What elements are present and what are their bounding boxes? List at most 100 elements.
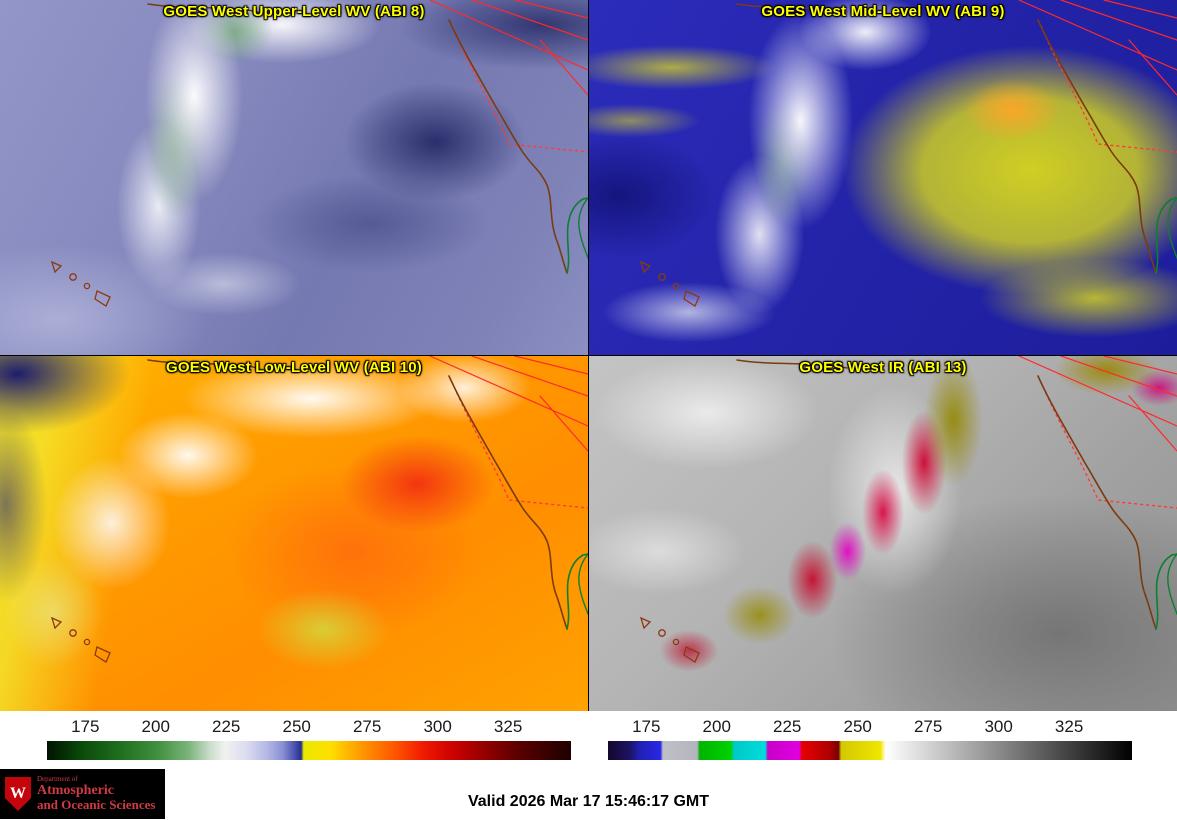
state-border-line	[471, 0, 588, 41]
state-border-line	[1128, 39, 1177, 96]
hawaii-island	[69, 629, 77, 637]
state-border-line	[539, 395, 588, 452]
colorbar-ir-wrap: 175 200 225 250 275 300 325	[608, 715, 1132, 760]
map-overlay-slot	[589, 356, 1177, 711]
panel-title-upper-wv: GOES West Upper-Level WV (ABI 8)	[163, 3, 425, 20]
map-overlay	[50, 0, 588, 307]
panel-upper-level-wv: GOES West Upper-Level WV (ABI 8)	[0, 0, 588, 355]
satellite-grid: GOES West Upper-Level WV (ABI 8) GOES We…	[0, 0, 1177, 711]
colorbar-tick-label: 325	[493, 717, 523, 736]
state-border-line	[514, 0, 588, 19]
state-border-line	[1103, 0, 1177, 19]
colorbar-tick-label: 275	[913, 717, 943, 736]
satellite-image-low-wv	[0, 356, 588, 711]
hawaii-island	[94, 290, 111, 307]
colorbar-wv-gradient	[47, 741, 571, 760]
crest-letter: W	[10, 785, 26, 802]
colorbar-tick-label: 325	[1054, 717, 1084, 736]
hawaii-island	[639, 616, 652, 630]
gulf-of-california-coast	[566, 197, 588, 274]
colorbar-wv: 175 200 225 250 275 300 325	[0, 715, 588, 760]
colorbar-row: 175 200 225 250 275 300 325 175 200 225 250 275 300…	[0, 711, 1177, 760]
colorbar-tick-label: 225	[212, 717, 241, 736]
panel-mid-level-wv: GOES West Mid-Level WV (ABI 9)	[589, 0, 1177, 355]
map-overlay	[639, 356, 1177, 663]
logo-dept-line: Department of	[37, 775, 78, 784]
mexico-mainland-coast	[1167, 553, 1177, 615]
panel-title-mid-wv: GOES West Mid-Level WV (ABI 9)	[761, 3, 1005, 20]
colorbar-tick-label: 300	[423, 717, 452, 736]
colorbar-tick-label: 250	[282, 717, 311, 736]
state-border-line	[1128, 395, 1177, 452]
hawaii-island	[672, 638, 680, 646]
state-border-line	[429, 356, 588, 427]
state-border-line	[1018, 356, 1177, 427]
hawaii-island	[658, 273, 666, 281]
footer-row: W Department of Atmospheric and Oceanic …	[0, 769, 1177, 819]
state-border-line	[429, 0, 588, 71]
valid-time-text: Valid 2026 Mar 17 15:46:17 GMT	[467, 793, 710, 810]
logo-name-line1: Atmospheric	[37, 782, 114, 798]
california-baja-coastline	[448, 19, 568, 274]
gulf-of-california-coast	[1155, 197, 1177, 274]
state-border-dotted	[1040, 381, 1177, 509]
state-border-dotted	[451, 25, 588, 153]
logo-name-line2: and Oceanic Sciences	[37, 797, 156, 813]
colorbar-ir-gradient	[608, 741, 1132, 760]
map-overlay	[50, 356, 588, 663]
state-border-dotted	[451, 381, 588, 509]
satellite-image-ir	[589, 356, 1177, 711]
gulf-of-california-coast	[566, 553, 588, 630]
colorbar-wv-ticks: 175 200 225 250 275 300 325	[47, 715, 571, 739]
state-border-line	[1060, 0, 1177, 41]
panel-title-ir: GOES West IR (ABI 13)	[799, 359, 967, 376]
coastline-segment	[147, 359, 259, 369]
colorbar-tick-label: 250	[843, 717, 872, 736]
satellite-image-mid-wv	[589, 0, 1177, 355]
hawaii-island	[658, 629, 666, 637]
colorbar-tick-label: 300	[984, 717, 1013, 736]
hawaii-island	[639, 260, 652, 274]
state-border-line	[471, 356, 588, 397]
state-border-line	[1060, 356, 1177, 397]
hawaii-island	[50, 616, 63, 630]
gulf-of-california-coast	[1155, 553, 1177, 630]
hawaii-island	[672, 282, 680, 290]
map-overlay-slot	[589, 0, 1177, 355]
coastline-segment	[736, 359, 848, 369]
state-border-line	[514, 356, 588, 375]
hawaii-island	[94, 646, 111, 663]
california-baja-coastline	[1037, 375, 1157, 630]
colorbar-wv-wrap: 175 200 225 250 275 300 325	[47, 715, 571, 760]
california-baja-coastline	[448, 375, 568, 630]
satellite-image-upper-wv	[0, 0, 588, 355]
map-overlay-slot	[0, 0, 588, 355]
colorbar-tick-label: 275	[352, 717, 382, 736]
uw-crest-icon: W	[5, 777, 31, 811]
state-border-dotted	[1040, 25, 1177, 153]
colorbar-ir-ticks: 175 200 225 250 275 300 325	[608, 715, 1132, 739]
coastline-segment	[147, 3, 259, 13]
panel-title-low-wv: GOES West Low-Level WV (ABI 10)	[166, 359, 422, 376]
hawaii-island	[69, 273, 77, 281]
map-overlay	[639, 0, 1177, 307]
state-border-line	[539, 39, 588, 96]
california-baja-coastline	[1037, 19, 1157, 274]
colorbar-tick-label: 200	[141, 717, 170, 736]
hawaii-island	[683, 290, 700, 307]
colorbar-tick-label: 175	[632, 717, 661, 736]
hawaii-island	[83, 282, 91, 290]
state-border-line	[1103, 356, 1177, 375]
state-border-line	[1018, 0, 1177, 71]
uw-aos-logo: W Department of Atmospheric and Oceanic …	[0, 769, 165, 819]
colorbar-ir: 175 200 225 250 275 300 325	[588, 715, 1176, 760]
colorbar-tick-label: 200	[702, 717, 731, 736]
logo-text: Department of Atmospheric and Oceanic Sc…	[37, 775, 156, 813]
panel-low-level-wv: GOES West Low-Level WV (ABI 10)	[0, 356, 588, 711]
panel-ir: GOES West IR (ABI 13)	[589, 356, 1177, 711]
coastline-segment	[736, 3, 848, 13]
hawaii-island	[50, 260, 63, 274]
colorbar-tick-label: 225	[773, 717, 802, 736]
colorbar-tick-label: 175	[71, 717, 100, 736]
